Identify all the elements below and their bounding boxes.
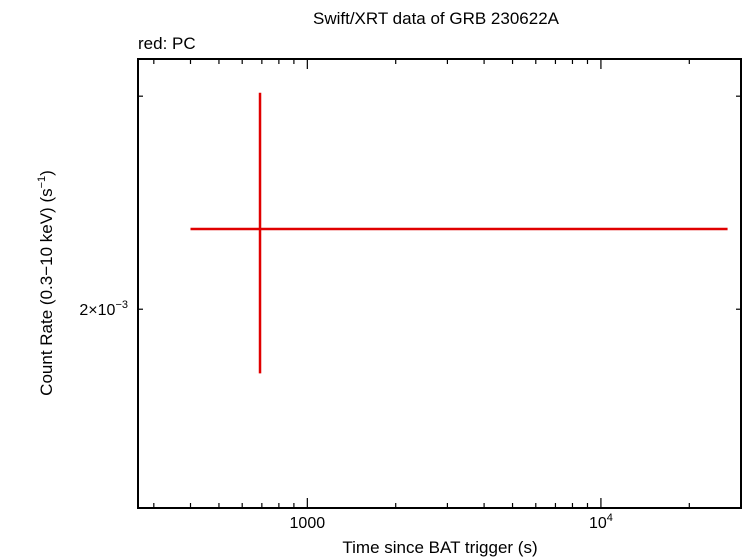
y-axis-label-sup: −1 [36,176,48,189]
x-tick-label-sup: 4 [607,512,613,524]
y-axis-label-close: ) [37,170,56,176]
x-axis-label: Time since BAT trigger (s) [342,538,537,557]
chart-subtitle: red: PC [138,34,196,53]
data-layer [190,92,728,374]
y-tick-label: 2×10−3 [79,299,128,319]
y-axis-label: Count Rate (0.3−10 keV) (s−1) [36,170,56,396]
plot-frame [137,58,742,509]
y-tick-label-sup: −3 [115,299,128,311]
x-tick-label-base: 1000 [290,515,326,532]
axis-ticks: 1000 104 2×10−3 [79,59,742,532]
x-tick-label: 1000 [290,515,326,532]
y-tick-label-base: 2×10 [79,302,115,319]
chart-title: Swift/XRT data of GRB 230622A [313,9,560,28]
y-axis-label-main: Count Rate (0.3−10 keV) (s [37,188,56,395]
x-tick-label-base: 10 [589,515,607,532]
x-tick-label: 104 [589,512,613,532]
